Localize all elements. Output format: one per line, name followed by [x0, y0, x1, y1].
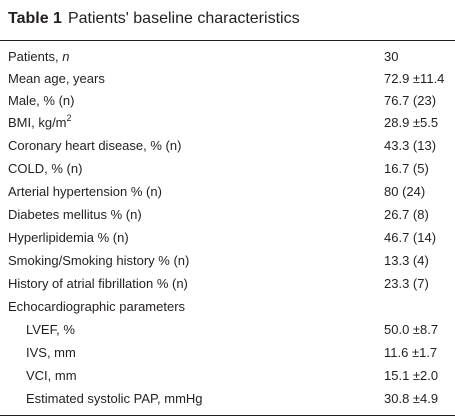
row-value: 13.3 (4) — [384, 253, 429, 268]
row-value: 16.7 (5) — [384, 161, 429, 176]
row-label: Mean age, years — [8, 71, 105, 86]
table-row-arterial-hypertension: Arterial hypertension % (n) 80 (24) — [0, 180, 455, 203]
table-row-atrial-fibrillation: History of atrial fibrillation % (n) 23.… — [0, 272, 455, 295]
row-label: Estimated systolic PAP, mmHg — [26, 391, 203, 406]
table-row-ivs: IVS, mm 11.6 ±1.7 — [0, 341, 455, 364]
table-row-hyperlipidemia: Hyperlipidemia % (n) 46.7 (14) — [0, 226, 455, 249]
table-row-patients: Patients, n 30 — [0, 45, 455, 68]
row-value: 30.8 ±4.9 — [384, 391, 439, 406]
table-row-echocardiographic-parameters: Echocardiographic parameters — [0, 295, 455, 318]
row-label: COLD, % (n) — [8, 161, 83, 176]
row-label: Hyperlipidemia % (n) — [8, 230, 129, 245]
row-value: 76.7 (23) — [384, 93, 437, 108]
table-caption: Table 1 Patients' baseline characteristic… — [8, 9, 300, 29]
row-label: History of atrial fibrillation % (n) — [8, 276, 188, 291]
table-row-male: Male, % (n) 76.7 (23) — [0, 89, 455, 112]
row-label: Arterial hypertension % (n) — [8, 184, 162, 199]
row-label: Coronary heart disease, % (n) — [8, 138, 182, 153]
row-value: 26.7 (8) — [384, 207, 429, 222]
row-label-text: BMI, kg/m — [8, 115, 67, 130]
row-value: 15.1 ±2.0 — [384, 368, 439, 383]
row-label: VCI, mm — [26, 368, 77, 383]
row-value: 46.7 (14) — [384, 230, 437, 245]
row-label: Patients, n — [8, 45, 69, 68]
row-value: 43.3 (13) — [384, 138, 437, 153]
row-label-text: Patients, — [8, 49, 63, 64]
table-row-mean-age: Mean age, years 72.9 ±11.4 — [0, 67, 455, 90]
table-row-vci: VCI, mm 15.1 ±2.0 — [0, 364, 455, 387]
row-value: 80 (24) — [384, 184, 426, 199]
row-label-superscript: 2 — [66, 112, 72, 123]
table-row-smoking: Smoking/Smoking history % (n) 13.3 (4) — [0, 249, 455, 272]
table-row-lvef: LVEF, % 50.0 ±8.7 — [0, 318, 455, 341]
table-row-cold: COLD, % (n) 16.7 (5) — [0, 157, 455, 180]
row-label: Diabetes mellitus % (n) — [8, 207, 142, 222]
row-label: Smoking/Smoking history % (n) — [8, 253, 190, 268]
row-label-italic: n — [62, 49, 70, 64]
table-row-bmi: BMI, kg/m2 28.9 ±5.5 — [0, 111, 455, 134]
row-value: 11.6 ±1.7 — [384, 345, 438, 360]
table-title: Patients' baseline characteristics — [67, 10, 300, 27]
row-label: LVEF, % — [26, 322, 75, 337]
table-row-coronary-heart-disease: Coronary heart disease, % (n) 43.3 (13) — [0, 134, 455, 157]
row-label: Echocardiographic parameters — [8, 299, 186, 314]
row-label: Male, % (n) — [8, 93, 75, 108]
table-row-systolic-pap: Estimated systolic PAP, mmHg 30.8 ±4.9 — [0, 387, 455, 410]
row-value: 50.0 ±8.7 — [384, 322, 439, 337]
row-label: BMI, kg/m2 — [8, 111, 72, 134]
row-value: 30 — [384, 49, 399, 64]
table-bottom-rule — [0, 415, 455, 416]
row-value: 28.9 ±5.5 — [384, 115, 439, 130]
row-label: IVS, mm — [26, 345, 76, 360]
table-label: Table 1 — [8, 10, 62, 27]
row-value: 23.3 (7) — [384, 276, 429, 291]
table-row-diabetes-mellitus: Diabetes mellitus % (n) 26.7 (8) — [0, 203, 455, 226]
table-top-rule — [0, 40, 455, 41]
row-value: 72.9 ±11.4 — [384, 71, 445, 86]
